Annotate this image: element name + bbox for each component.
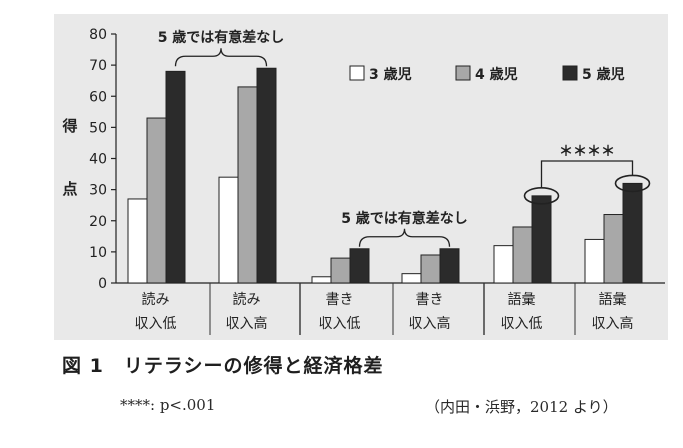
- bar-5-1: [603, 214, 624, 284]
- legend-label-1: 4 歳児: [475, 66, 518, 83]
- y-tick-label-80: 80: [89, 27, 107, 43]
- category-label-1-line1: 読み: [233, 291, 261, 308]
- category-label-4-line2: 収入低: [501, 316, 543, 332]
- legend-label-0: 3 歳児: [369, 66, 412, 83]
- category-label-0-line2: 収入低: [135, 316, 177, 332]
- significance-note: ****: p<.001: [120, 396, 216, 414]
- category-label-2-line2: 収入低: [319, 316, 361, 332]
- category-label-0-line1: 読み: [142, 291, 170, 308]
- bar-2-2: [349, 248, 370, 284]
- annotation-bracket-2: [540, 160, 634, 188]
- annotation-label-0: 5 歳では有意差なし: [158, 29, 285, 46]
- figure-title: 図 1 リテラシーの修得と経済格差: [62, 355, 384, 377]
- y-tick-label-30: 30: [89, 183, 107, 199]
- legend-swatch-0: [349, 65, 365, 81]
- bar-5-0: [584, 238, 605, 284]
- bar-3-0: [401, 273, 422, 284]
- annotation-bracket-0: [174, 48, 268, 67]
- bar-0-0: [127, 198, 148, 284]
- y-tick-label-60: 60: [89, 89, 107, 105]
- y-tick-label-0: 0: [98, 276, 107, 292]
- category-label-4-line1: 語彙: [508, 292, 536, 308]
- y-tick-label-20: 20: [89, 214, 107, 230]
- bar-0-1: [146, 117, 167, 284]
- legend-swatch-2: [562, 65, 578, 81]
- bar-4-0: [493, 245, 514, 284]
- bar-1-1: [237, 86, 258, 284]
- y-axis-label-1: 得: [61, 117, 77, 135]
- figure-source: （内田・浜野，2012 より）: [425, 398, 618, 416]
- y-tick-label-40: 40: [89, 152, 107, 168]
- bar-4-1: [512, 226, 533, 284]
- category-label-5-line1: 語彙: [599, 292, 627, 308]
- bar-3-2: [439, 248, 460, 284]
- category-label-3-line1: 書き: [416, 292, 444, 308]
- bar-1-0: [218, 176, 239, 284]
- category-label-1-line2: 収入高: [226, 315, 268, 332]
- y-tick-label-10: 10: [89, 245, 107, 261]
- annotation-label-2: ＊＊＊＊: [559, 144, 615, 160]
- y-axis-label-2: 点: [62, 180, 77, 198]
- bar-5-2: [622, 182, 643, 284]
- annotation-label-1: 5 歳では有意差なし: [341, 210, 468, 227]
- bar-3-1: [420, 254, 441, 284]
- bar-1-2: [256, 67, 277, 284]
- category-label-2-line1: 書き: [326, 292, 354, 308]
- legend-label-2: 5 歳児: [582, 66, 625, 83]
- legend-swatch-1: [455, 65, 471, 81]
- category-label-5-line2: 収入高: [592, 315, 634, 332]
- category-label-3-line2: 収入高: [409, 315, 451, 332]
- bar-4-2: [531, 195, 552, 284]
- bar-2-1: [330, 257, 351, 284]
- y-tick-label-70: 70: [89, 58, 107, 74]
- y-tick-label-50: 50: [89, 120, 107, 136]
- bar-0-2: [165, 70, 186, 284]
- bar-2-0: [311, 276, 332, 284]
